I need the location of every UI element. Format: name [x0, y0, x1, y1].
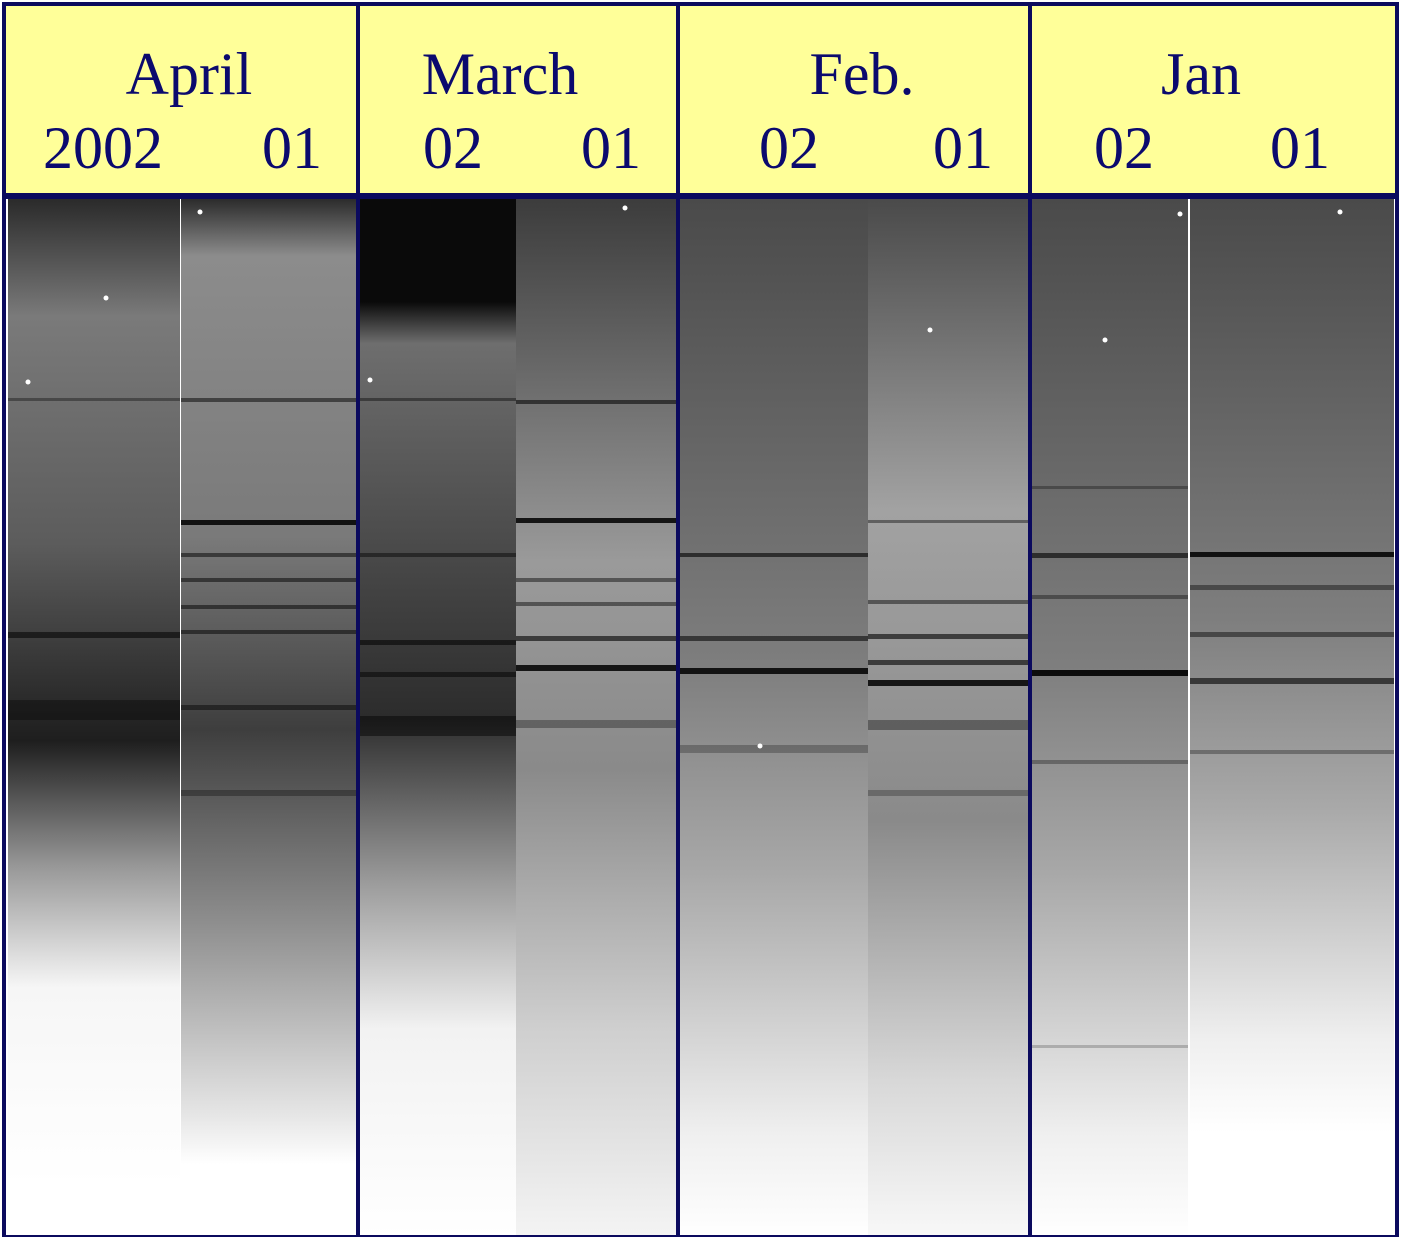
gel-band — [868, 660, 1028, 665]
gel-band — [1190, 585, 1394, 590]
dust-speck — [367, 377, 373, 383]
dust-speck — [927, 327, 933, 333]
gel-band — [1032, 486, 1188, 489]
gel-band — [516, 665, 676, 671]
gel-band — [360, 716, 516, 736]
lane-label: 01 — [933, 115, 993, 181]
gel-band — [181, 398, 357, 402]
panel-april-header: April 2002 01 — [43, 41, 322, 181]
gel-band — [516, 636, 676, 641]
gel-band — [181, 605, 357, 609]
header-background — [4, 4, 1397, 196]
gel-band — [868, 600, 1028, 604]
gel-band — [1190, 750, 1394, 754]
gel-band — [1190, 678, 1394, 684]
gel-band — [516, 602, 676, 606]
gel-band — [1032, 553, 1188, 558]
gel-band — [181, 553, 357, 557]
gel-band — [181, 578, 357, 582]
month-label: Jan — [1161, 41, 1241, 107]
gel-band — [1190, 632, 1394, 637]
panel-jan-header: Jan 02 01 — [1094, 41, 1330, 181]
lane-label: 02 — [423, 115, 483, 181]
header-strip — [4, 4, 1397, 196]
month-label: April — [126, 41, 253, 107]
lane-label: 02 — [1094, 115, 1154, 181]
gel-lane — [1032, 198, 1188, 1237]
gel-band — [360, 398, 516, 401]
lane-label: 02 — [759, 115, 819, 181]
gel-band — [516, 578, 676, 582]
gel-band — [360, 640, 516, 645]
gel-band — [868, 790, 1028, 796]
gel-band — [516, 518, 676, 523]
lane-label: 01 — [1270, 115, 1330, 181]
gel-band — [1190, 552, 1394, 557]
gel-band — [181, 520, 357, 525]
dust-speck — [757, 743, 763, 749]
gel-lane — [1190, 198, 1394, 1134]
gel-band — [868, 634, 1028, 639]
gel-lane — [181, 198, 357, 1165]
gel-lane — [8, 198, 180, 1186]
gel-lane — [360, 198, 516, 1237]
month-label: March — [422, 41, 579, 107]
gel-band — [680, 668, 868, 674]
lane-label: 2002 — [43, 115, 163, 181]
gel-lane — [516, 198, 676, 1237]
gel-band — [8, 700, 180, 720]
gel-band — [516, 720, 676, 728]
gel-band — [8, 398, 180, 401]
gel-band — [1032, 670, 1188, 676]
gel-band — [868, 720, 1028, 730]
month-label: Feb. — [810, 41, 915, 107]
panel-march-header: March 02 01 — [422, 41, 641, 181]
gel-band — [868, 520, 1028, 523]
gel-band — [360, 553, 516, 557]
gel-lane — [868, 198, 1028, 1237]
gel-band — [1032, 595, 1188, 599]
dust-speck — [103, 295, 109, 301]
lane-label: 01 — [581, 115, 641, 181]
gel-band — [360, 672, 516, 677]
panel-feb-header: Feb. 02 01 — [759, 41, 993, 181]
dust-speck — [197, 209, 203, 215]
lane-label: 01 — [262, 115, 322, 181]
dust-speck — [1102, 337, 1108, 343]
dust-speck — [1177, 211, 1183, 217]
gel-band — [516, 400, 676, 404]
gel-band — [8, 632, 180, 638]
gel-band — [181, 790, 357, 796]
gel-image — [4, 198, 1397, 1237]
gel-band — [680, 636, 868, 641]
gel-band — [868, 680, 1028, 686]
gel-band — [181, 705, 357, 710]
gel-band — [1032, 760, 1188, 764]
gel-band — [181, 630, 357, 634]
dust-speck — [25, 379, 31, 385]
gel-band — [680, 553, 868, 557]
gel-band — [1032, 1045, 1188, 1048]
dust-speck — [622, 205, 628, 211]
gel-lane — [680, 198, 868, 1237]
gel-band — [680, 745, 868, 753]
dust-speck — [1337, 209, 1343, 215]
